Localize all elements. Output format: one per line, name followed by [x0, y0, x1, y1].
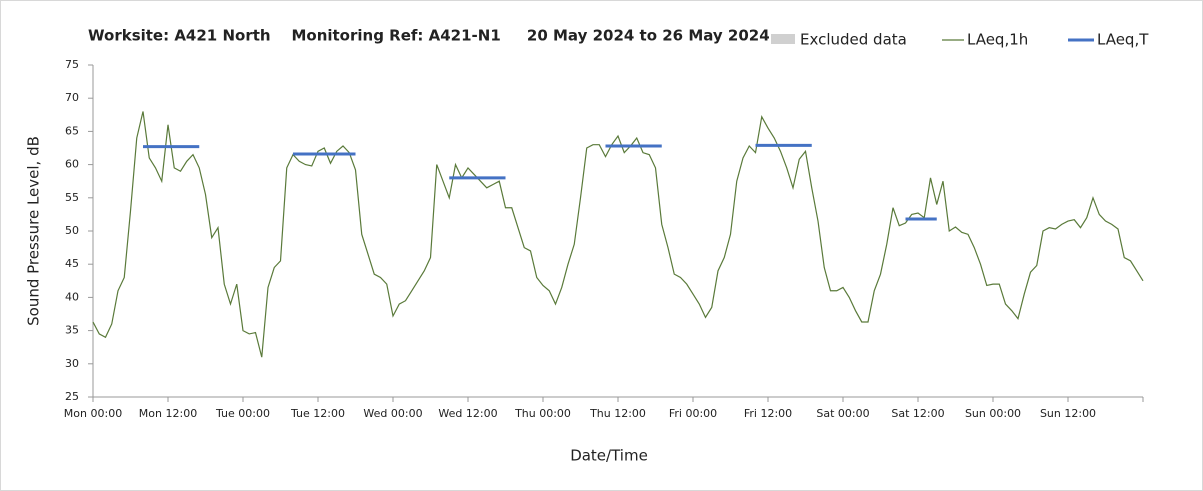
chart-title: Worksite: A421 North Monitoring Ref: A42…	[88, 27, 770, 45]
y-tick-label: 25	[65, 390, 79, 403]
legend-label: Excluded data	[800, 31, 907, 49]
x-tick-label: Fri 12:00	[744, 407, 792, 420]
y-tick-label: 65	[65, 124, 79, 137]
x-tick-label: Mon 00:00	[64, 407, 122, 420]
y-tick-label: 35	[65, 324, 79, 337]
x-tick-label: Mon 12:00	[139, 407, 197, 420]
legend-label: LAeq,1h	[967, 31, 1028, 49]
y-tick-label: 60	[65, 158, 79, 171]
x-tick-label: Wed 12:00	[438, 407, 497, 420]
y-axis-title: Sound Pressure Level, dB	[25, 136, 43, 326]
y-tick-label: 30	[65, 357, 79, 370]
y-tick-label: 40	[65, 290, 79, 303]
x-tick-label: Thu 12:00	[589, 407, 646, 420]
x-tick-label: Tue 12:00	[290, 407, 345, 420]
x-tick-label: Tue 00:00	[215, 407, 270, 420]
x-tick-label: Wed 00:00	[363, 407, 422, 420]
x-tick-label: Sat 12:00	[891, 407, 944, 420]
line-series	[92, 111, 1144, 358]
x-tick-label: Sat 00:00	[816, 407, 869, 420]
y-tick-label: 50	[65, 224, 79, 237]
x-tick-label: Fri 00:00	[669, 407, 717, 420]
x-tick-label: Thu 00:00	[514, 407, 571, 420]
x-axis-title: Date/Time	[570, 447, 648, 465]
x-tick-label: Sun 12:00	[1040, 407, 1096, 420]
legend-swatch	[771, 34, 795, 44]
y-tick-label: 75	[65, 58, 79, 71]
x-tick-label: Sun 00:00	[965, 407, 1021, 420]
legend-label: LAeq,T	[1097, 31, 1149, 49]
y-tick-label: 45	[65, 257, 79, 270]
y-tick-label: 55	[65, 191, 79, 204]
y-tick-label: 70	[65, 91, 79, 104]
